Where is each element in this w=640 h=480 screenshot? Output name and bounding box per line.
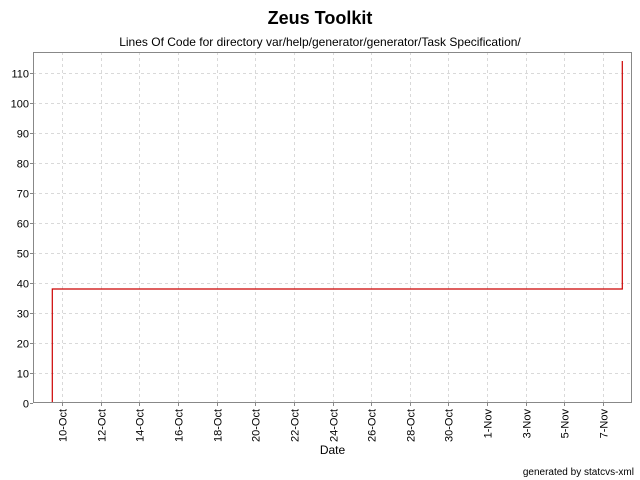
x-axis-title: Date xyxy=(320,443,346,457)
x-tick-label: 18-Oct xyxy=(213,409,225,442)
y-tick-label: 70 xyxy=(17,189,29,201)
x-tick-label: 26-Oct xyxy=(367,409,379,442)
x-tick-label: 5-Nov xyxy=(560,409,572,439)
y-tick-label: 50 xyxy=(17,249,29,261)
x-axis: 10-Oct 12-Oct 14-Oct 16-Oct 18-Oct 20-Oct 22-O… xyxy=(58,403,611,442)
plot-border xyxy=(33,52,632,403)
plot-area xyxy=(33,52,632,403)
y-tick-label: 110 xyxy=(11,69,29,81)
y-tick-label: 40 xyxy=(17,279,29,291)
x-tick-label: 3-Nov xyxy=(522,409,534,439)
y-tick-label: 80 xyxy=(17,159,29,171)
series-line xyxy=(51,61,623,403)
x-tick-label: 14-Oct xyxy=(135,409,147,442)
footer-credit: generated by statcvs-xml xyxy=(522,467,634,478)
x-tick-label: 20-Oct xyxy=(251,409,263,442)
grid-lines xyxy=(33,52,632,403)
series-layer xyxy=(51,61,623,403)
y-tick-label: 60 xyxy=(17,219,29,231)
x-tick-label: 16-Oct xyxy=(174,409,186,442)
x-tick-label: 10-Oct xyxy=(58,409,70,442)
y-tick-label: 30 xyxy=(17,309,29,321)
chart-subtitle: Lines Of Code for directory var/help/gen… xyxy=(119,35,521,49)
y-tick-label: 90 xyxy=(17,129,29,141)
chart-title: Zeus Toolkit xyxy=(267,8,373,28)
x-tick-label: 12-Oct xyxy=(97,409,109,442)
y-tick-label: 10 xyxy=(17,369,29,381)
x-tick-label: 28-Oct xyxy=(406,409,418,442)
x-tick-label: 22-Oct xyxy=(290,409,302,442)
y-tick-label: 100 xyxy=(11,99,29,111)
y-tick-label: 20 xyxy=(17,339,29,351)
x-tick-label: 24-Oct xyxy=(329,409,341,442)
x-tick-label: 30-Oct xyxy=(444,409,456,442)
x-tick-label: 7-Nov xyxy=(599,409,611,439)
x-tick-label: 1-Nov xyxy=(483,409,495,439)
y-axis: 0 10 20 30 40 50 60 70 80 90 100 110 xyxy=(11,69,33,411)
y-tick-label: 0 xyxy=(23,399,29,411)
